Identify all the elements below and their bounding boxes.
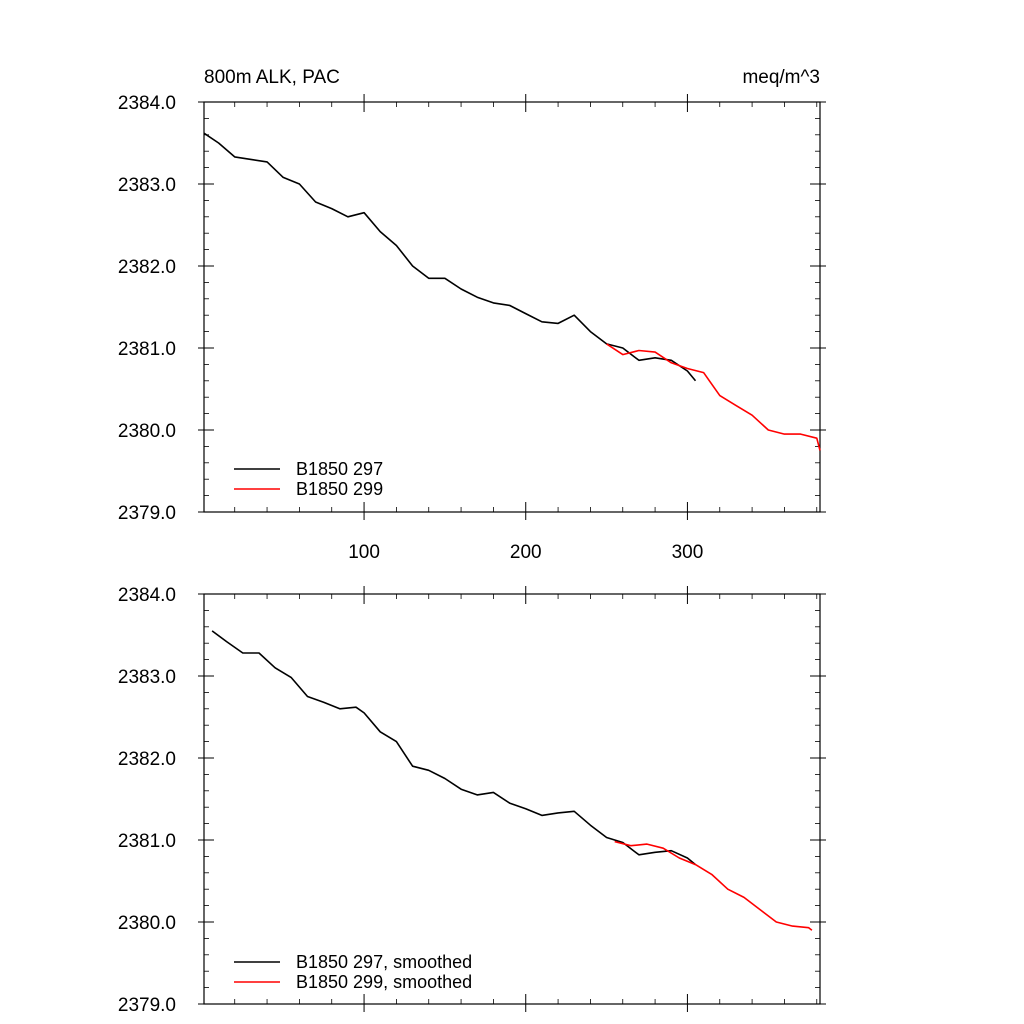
bottom-panel: 2379.0 2380.0 2381.0 2382.0 2383.0 2384.0 B185… (118, 585, 826, 1016)
series-line-1 (211, 630, 697, 866)
legend-label-1: B1850 297 (296, 459, 383, 479)
series-line-2 (606, 343, 821, 451)
chart-units: meq/m^3 (742, 67, 820, 88)
y-tick-label: 2382.0 (118, 257, 176, 278)
x-tick-label: 100 (348, 542, 380, 563)
y-tick-label: 2381.0 (118, 831, 176, 852)
y-tick-label: 2382.0 (118, 749, 176, 770)
y-tick-label: 2379.0 (118, 503, 176, 524)
y-tick-label: 2380.0 (118, 421, 176, 442)
series-line-2 (614, 840, 813, 931)
y-tick-label: 2380.0 (118, 913, 176, 934)
legend-label-1: B1850 297, smoothed (296, 952, 472, 972)
plot-frame (203, 593, 821, 1005)
chart-title: 800m ALK, PAC (204, 67, 340, 88)
top-panel: 800m ALK, PAC meq/m^3 2379.0 2380.0 2381.0… (118, 67, 826, 563)
series-line-1 (203, 132, 697, 382)
y-tick-label: 2383.0 (118, 667, 176, 688)
y-tick-label: 2384.0 (118, 585, 176, 606)
y-tick-label: 2383.0 (118, 175, 176, 196)
y-tick-label: 2381.0 (118, 339, 176, 360)
x-tick-label: 200 (510, 542, 542, 563)
x-tick-label: 300 (672, 542, 704, 563)
legend-label-2: B1850 299 (296, 479, 383, 499)
y-tick-label: 2384.0 (118, 93, 176, 114)
legend-label-2: B1850 299, smoothed (296, 972, 472, 992)
y-tick-label: 2379.0 (118, 995, 176, 1016)
plot-frame (203, 101, 821, 513)
